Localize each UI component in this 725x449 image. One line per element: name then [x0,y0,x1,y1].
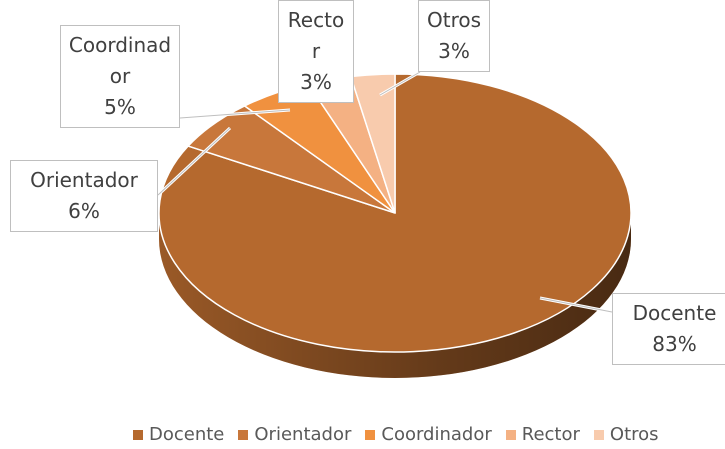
legend-label: Orientador [254,424,352,445]
legend-swatch [133,429,143,440]
leader-line [157,127,231,196]
data-label-name: Rector [287,8,345,63]
leader-line [179,109,291,119]
data-label-value: 83% [652,332,697,356]
data-label-name: Orientador [30,168,138,192]
legend-swatch [505,429,516,440]
legend-item: Otros [593,424,659,445]
data-label: Rector 3% [278,0,354,103]
legend-label: Coordinador [381,424,492,445]
legend-item: Coordinador [365,424,492,445]
legend-item: Rector [505,424,580,445]
data-label-value: 5% [104,95,136,119]
data-label-value: 6% [68,199,100,223]
data-label: Otros 3% [418,0,490,72]
legend: Docente Orientador Coordinador Rector Otros [133,424,659,445]
data-label-name: Otros [426,8,482,32]
legend-swatch [238,429,249,440]
legend-swatch [365,429,376,440]
data-label-value: 3% [300,70,332,94]
data-label-name: Coordinador [68,33,172,88]
legend-item: Orientador [238,424,351,445]
leader-line [379,71,421,96]
data-label-value: 3% [438,39,470,63]
legend-label: Rector [521,424,580,445]
data-label: Docente 83% [612,293,725,365]
leader-line [539,297,613,313]
slice-side-shade [159,213,631,378]
legend-label: Docente [149,424,225,445]
data-label-name: Docente [632,301,717,325]
legend-label: Otros [609,424,659,445]
legend-swatch [593,429,604,440]
legend-item: Docente [133,424,224,445]
data-label: Orientador 6% [10,160,158,232]
data-label: Coordinador 5% [60,25,180,128]
